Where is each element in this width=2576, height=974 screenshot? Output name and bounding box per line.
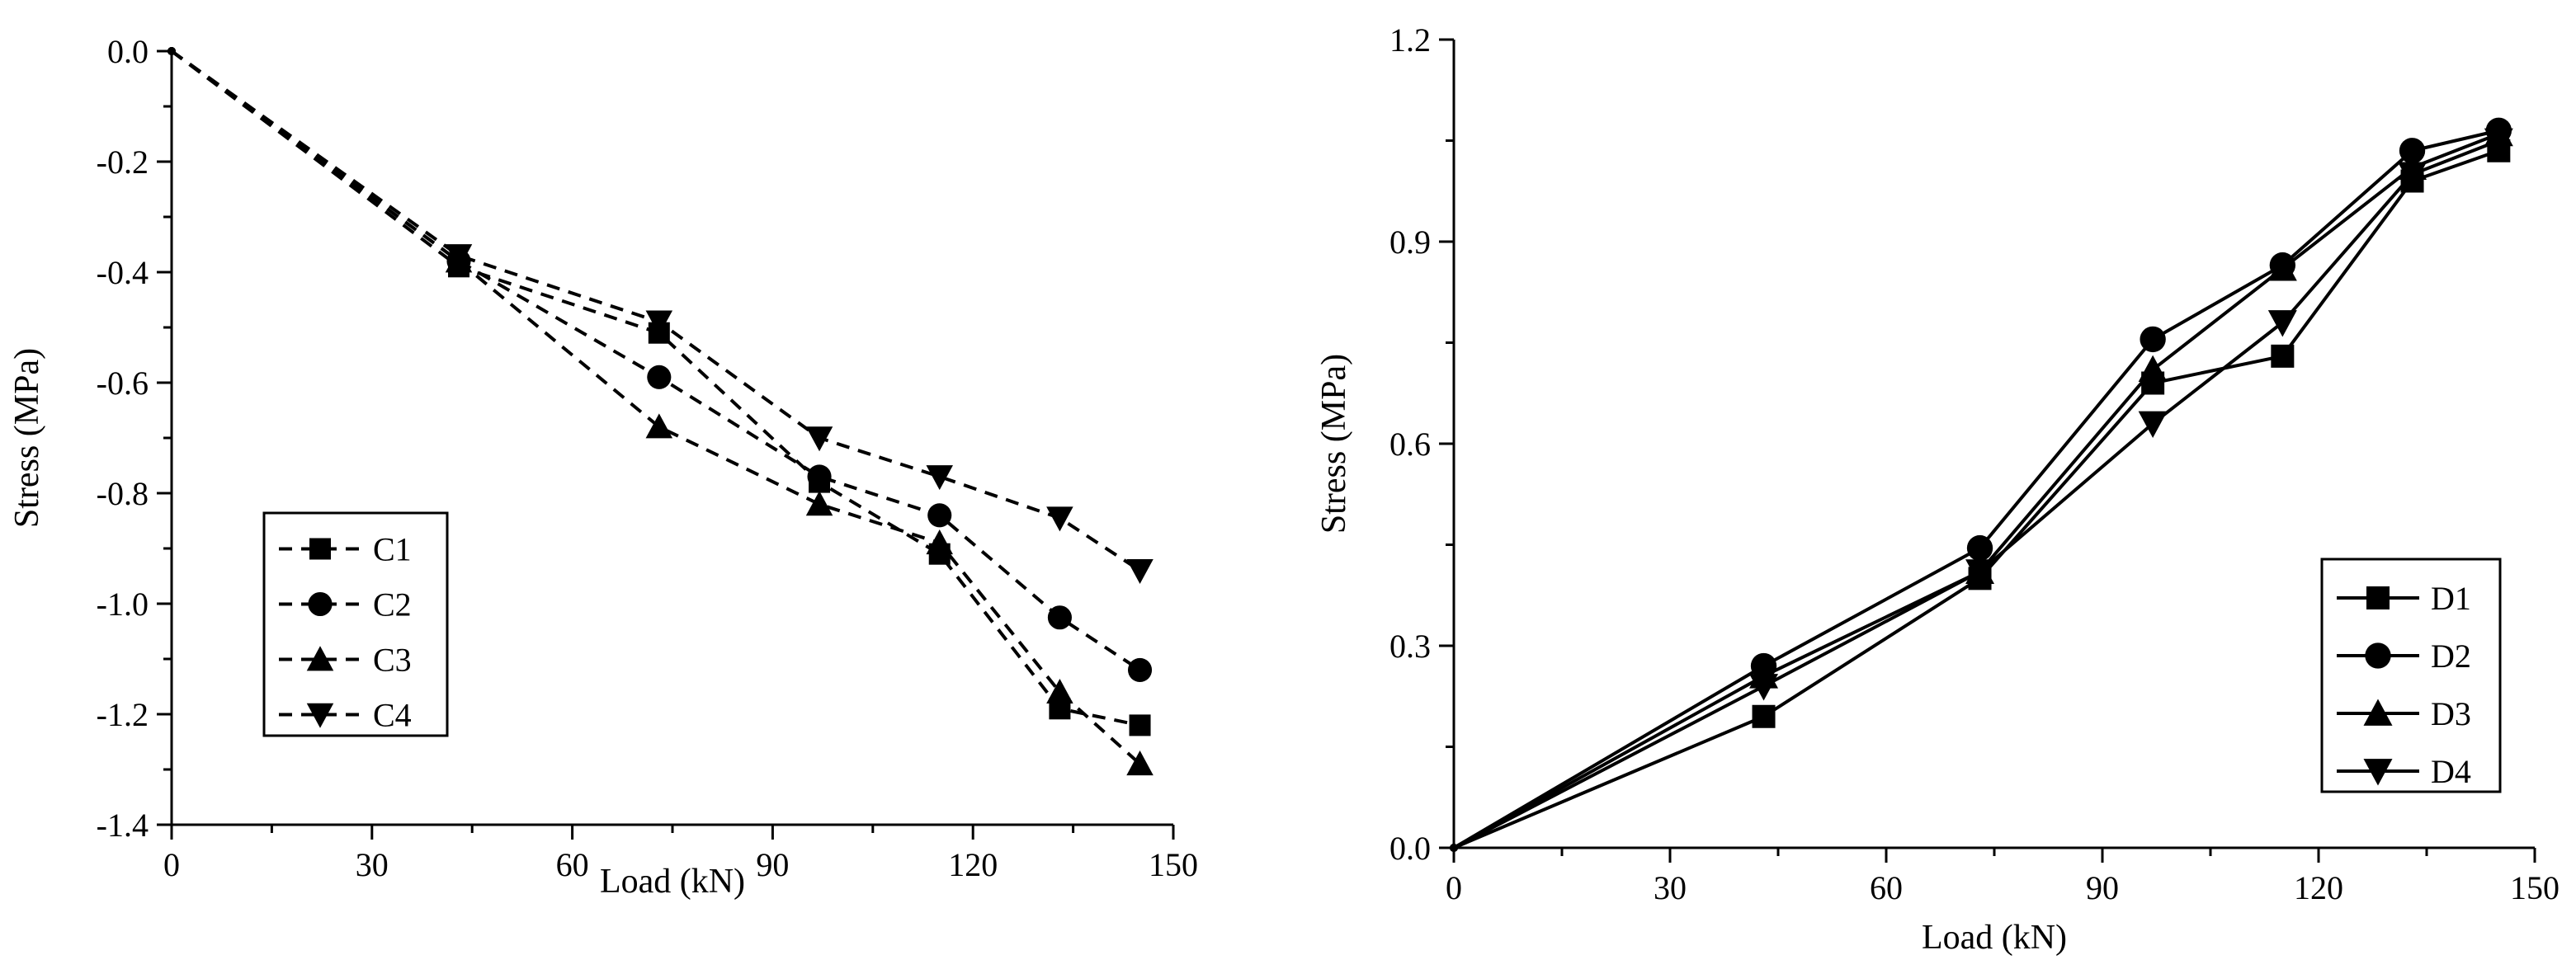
legend-marker-C2 (308, 591, 333, 617)
data-point-D4 (1965, 559, 1995, 586)
legend-label-C1: C1 (373, 531, 412, 568)
data-point-D1 (1752, 704, 1776, 728)
data-point-C4 (645, 310, 673, 336)
legend-marker-C3 (306, 646, 334, 671)
y-axis-title: Stress (MPa) (8, 348, 46, 528)
data-point-D4 (2138, 411, 2168, 438)
data-point-C2 (647, 365, 672, 389)
data-point-C3 (645, 413, 673, 439)
legend-label-D2: D2 (2431, 638, 2471, 675)
x-axis-title: Load (kN) (600, 863, 745, 901)
x-tick-label: 30 (1654, 869, 1687, 906)
legend-marker-D3 (2363, 699, 2393, 726)
data-point-C4 (1126, 558, 1154, 585)
legend-label-D1: D1 (2431, 580, 2471, 617)
data-point-D3 (2267, 254, 2297, 281)
data-point-D1 (2271, 344, 2295, 368)
data-point-D3 (2138, 355, 2168, 383)
legend-label-C2: C2 (373, 586, 412, 623)
data-point-C4 (445, 244, 473, 270)
legend-box (2320, 558, 2502, 793)
data-point-D4 (2267, 310, 2297, 337)
x-tick-label: 60 (1870, 869, 1903, 906)
y-tick-label: -0.8 (97, 475, 149, 512)
y-tick-label: 0.9 (1389, 224, 1431, 261)
data-point-C3 (805, 491, 833, 516)
data-point-D2 (1966, 534, 1993, 562)
y-tick-label: -0.2 (97, 144, 149, 181)
legend-box (262, 511, 449, 737)
data-point-D4 (2484, 128, 2513, 155)
x-tick-label: 90 (2086, 869, 2119, 906)
stress-chart-compression: 0 30 60 90 120 150 0.0 -0.2 -0.4 -0.6 -0.8 -1.0 -1.2… (8, 33, 1198, 901)
y-tick-label: -1.2 (97, 696, 149, 733)
legend-marker-D1 (2366, 586, 2390, 609)
x-tick-label: 60 (556, 846, 589, 883)
data-point-C2 (807, 464, 832, 489)
y-tick-label: 0.0 (107, 33, 149, 70)
x-tick-label: 0 (1446, 869, 1462, 906)
y-tick-label: 0.0 (1389, 830, 1431, 867)
data-point-C2 (927, 503, 952, 528)
legend-marker-C1 (309, 538, 331, 560)
stress-chart-tension: 0 30 60 90 120 150 0.0 0.3 0.6 0.9 1.2 Load (kN) Str… (1315, 21, 2559, 957)
x-tick-label: 0 (163, 846, 180, 883)
x-tick-label: 90 (756, 846, 789, 883)
data-point-C3 (926, 529, 953, 555)
data-point-D4 (2398, 162, 2427, 189)
data-point-C4 (1046, 506, 1073, 532)
origin-point-C4 (167, 47, 176, 55)
data-point-C4 (926, 465, 953, 491)
y-tick-label: 0.6 (1389, 426, 1431, 463)
x-tick-label: 120 (948, 846, 998, 883)
data-point-C3 (1046, 678, 1073, 704)
data-point-C2 (1047, 605, 1072, 630)
legend-label-C4: C4 (373, 697, 412, 734)
y-tick-label: -1.4 (97, 807, 149, 844)
x-tick-label: 30 (356, 846, 389, 883)
legend-label-D4: D4 (2431, 753, 2471, 790)
data-point-C2 (1127, 657, 1153, 682)
data-point-C1 (1129, 714, 1151, 736)
legend-label-C3: C3 (373, 642, 412, 679)
x-axis-title: Load (kN) (1922, 919, 2067, 957)
data-point-D2 (2140, 326, 2166, 353)
origin-point-D4 (1450, 844, 1458, 852)
x-tick-label: 150 (1149, 846, 1198, 883)
legend-label-D3: D3 (2431, 695, 2471, 732)
data-point-C4 (805, 426, 833, 452)
y-tick-label: -0.4 (97, 254, 149, 291)
legend-marker-D2 (2365, 642, 2391, 669)
y-tick-label: -1.0 (97, 586, 149, 623)
data-point-D4 (1749, 674, 1779, 701)
data-point-C3 (1126, 750, 1154, 776)
y-tick-label: -0.6 (97, 365, 149, 402)
x-tick-label: 120 (2294, 869, 2343, 906)
y-tick-label: 1.2 (1389, 21, 1431, 59)
x-tick-label: 150 (2510, 869, 2559, 906)
legend-marker-D4 (2363, 759, 2393, 786)
legend-marker-C4 (306, 703, 334, 728)
y-axis-title: Stress (MPa) (1315, 354, 1353, 534)
data-point-D2 (2399, 138, 2426, 164)
y-tick-label: 0.3 (1389, 628, 1431, 665)
